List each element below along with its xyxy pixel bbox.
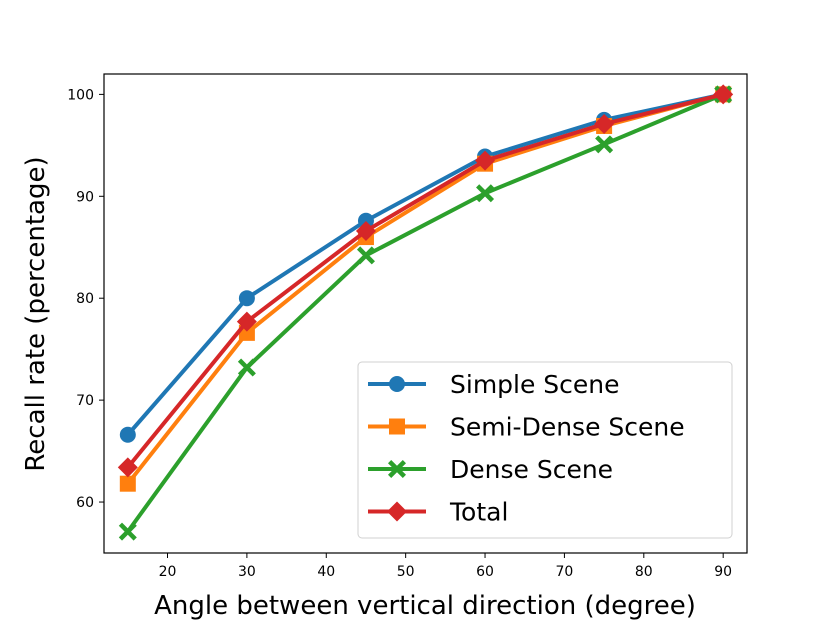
- y-tick-label: 70: [76, 393, 94, 409]
- x-tick-label: 60: [476, 564, 494, 580]
- data-point: [476, 184, 495, 203]
- y-axis-label: Recall rate (percentage): [21, 156, 51, 471]
- data-point: [713, 84, 734, 105]
- data-point: [355, 220, 376, 241]
- x-tick-label: 80: [635, 564, 653, 580]
- series-line: [126, 92, 724, 533]
- legend-item: Dense Scene: [368, 455, 613, 484]
- data-point: [475, 150, 496, 171]
- data-point: [119, 475, 136, 492]
- data-point: [357, 212, 374, 229]
- legend-marker: [389, 418, 405, 435]
- series-layer: [117, 84, 734, 541]
- data-point: [595, 135, 614, 154]
- legend-marker: [387, 501, 407, 522]
- data-point: [118, 522, 137, 541]
- data-point: [236, 311, 257, 332]
- legend-label: Simple Scene: [450, 370, 620, 399]
- legend-label: Semi-Dense Scene: [450, 413, 685, 442]
- data-point: [117, 457, 138, 478]
- y-tick-label: 100: [67, 87, 94, 103]
- y-axis-ticks: 60 70 80 90 100: [67, 87, 104, 511]
- data-point: [119, 426, 136, 443]
- x-tick-label: 50: [397, 564, 415, 580]
- x-tick-label: 20: [159, 564, 177, 580]
- legend-label: Dense Scene: [450, 455, 613, 484]
- data-point: [238, 290, 255, 307]
- data-point: [237, 358, 256, 377]
- legend-item: Simple Scene: [368, 370, 620, 399]
- series-line: [126, 92, 724, 437]
- x-tick-label: 70: [556, 564, 574, 580]
- legend-item: Total: [368, 498, 508, 527]
- legend-box: [357, 361, 733, 539]
- legend-label: Total: [449, 498, 508, 527]
- x-axis-label: Angle between vertical direction (degree…: [154, 591, 696, 621]
- data-point: [356, 246, 375, 265]
- series-line: [126, 92, 724, 469]
- x-tick-label: 90: [714, 564, 732, 580]
- series-total: [117, 84, 734, 478]
- x-axis-ticks: 20 30 40 50 60 70 80 90: [159, 553, 732, 580]
- x-tick-label: 30: [238, 564, 256, 580]
- y-tick-label: 90: [76, 189, 94, 205]
- legend-item: Semi-Dense Scene: [368, 413, 685, 442]
- data-point: [594, 113, 615, 134]
- legend-marker: [388, 460, 406, 478]
- x-tick-label: 40: [317, 564, 335, 580]
- y-tick-label: 60: [76, 495, 94, 511]
- y-tick-label: 80: [76, 291, 94, 307]
- legend: Simple Scene Semi-Dense Scene Dense Scene T…: [357, 361, 733, 539]
- legend-marker: [389, 376, 405, 392]
